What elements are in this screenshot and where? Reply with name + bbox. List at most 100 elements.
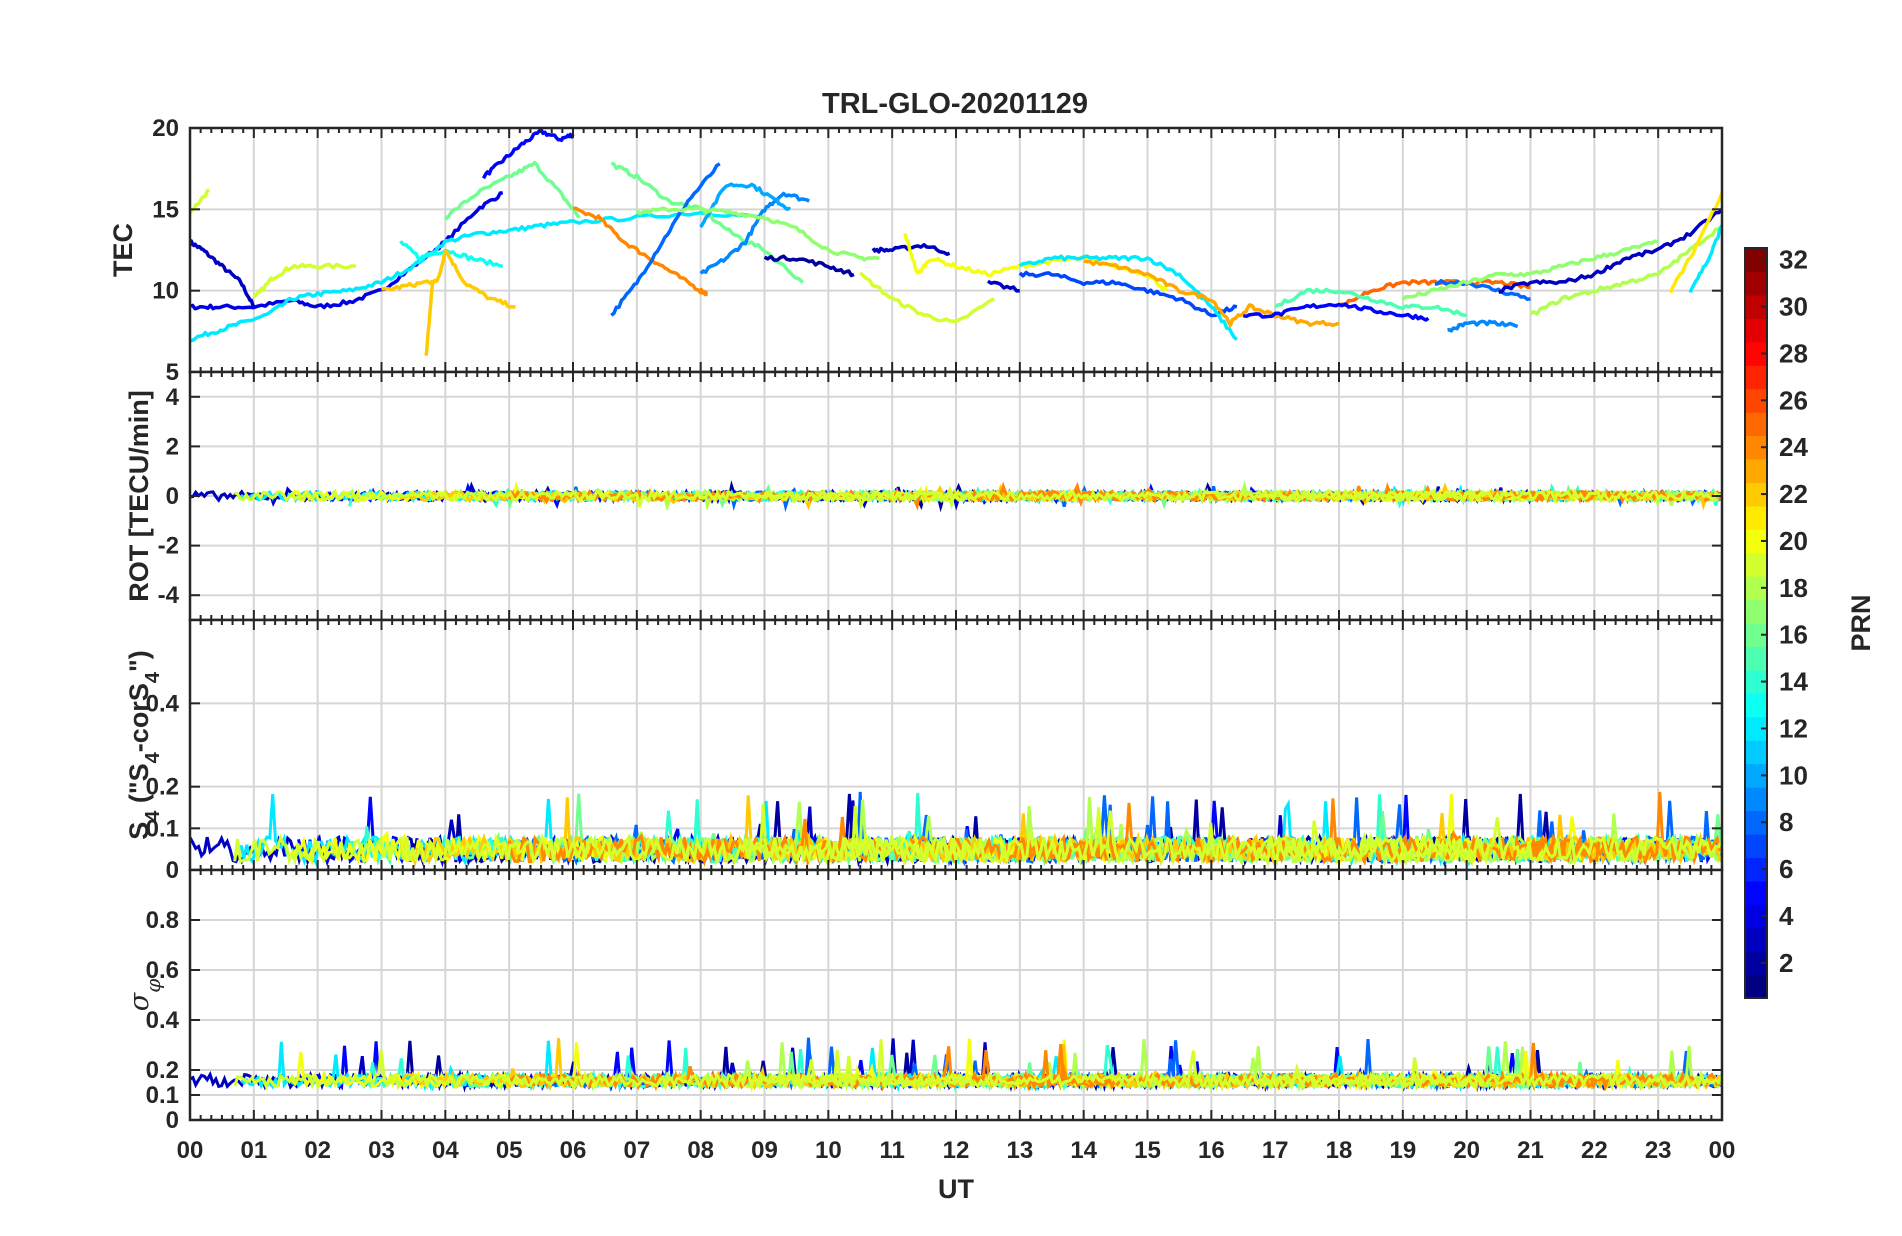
tick-label-x: 00 xyxy=(177,1137,204,1164)
tick-label-y: 0.1 xyxy=(146,1082,179,1109)
series-prn-8 xyxy=(1434,278,1531,302)
colorbar-tick-label: 8 xyxy=(1779,807,1793,837)
colorbar-swatch xyxy=(1745,623,1767,648)
tick-label-x: 20 xyxy=(1453,1137,1480,1164)
tick-label-x: 05 xyxy=(496,1137,523,1164)
colorbar-tick-label: 2 xyxy=(1779,948,1793,978)
panel-rot: -4 -2 0 2 4 ROT [TECU/min] xyxy=(124,370,1724,622)
colorbar-swatch xyxy=(1745,412,1767,437)
colorbar-swatch xyxy=(1745,365,1767,390)
band-prn-19 xyxy=(1254,817,1722,868)
tick-label-y: 2 xyxy=(166,433,179,460)
y-axis-label-s4: S4 ("S4-corS4") xyxy=(124,650,164,840)
colorbar-swatch xyxy=(1745,669,1767,694)
colorbar-swatch xyxy=(1745,810,1767,835)
colorbar-tick-label: 30 xyxy=(1779,292,1808,322)
colorbar-frame xyxy=(1744,247,1768,999)
data-tec xyxy=(190,128,1722,356)
band-prn-19 xyxy=(1254,1068,1722,1092)
tick-label-x: 21 xyxy=(1517,1137,1544,1164)
tick-label-y: 10 xyxy=(152,278,179,305)
tick-label-y: 15 xyxy=(152,196,179,223)
series-prn-17 xyxy=(1401,239,1659,301)
band-prn-19 xyxy=(745,1049,1484,1092)
y-axis-label-sigma: σφ xyxy=(124,979,165,1011)
colorbar-tick-label: 14 xyxy=(1779,667,1808,697)
series-prn-10 xyxy=(699,182,791,229)
colorbar-tick-label: 12 xyxy=(1779,713,1808,743)
series-prn-24 xyxy=(572,206,709,297)
colorbar-swatch xyxy=(1745,880,1767,905)
axis-ticks xyxy=(189,372,1723,620)
series-prn-5 xyxy=(482,128,575,180)
colorbar-swatch xyxy=(1745,318,1767,343)
tick-label-x: 22 xyxy=(1581,1137,1608,1164)
tick-label-y: 0 xyxy=(166,1107,179,1134)
series-prn-9 xyxy=(699,191,811,275)
colorbar-swatch xyxy=(1745,248,1767,273)
series-prn-17 xyxy=(635,206,880,262)
series-prn-12 xyxy=(1018,254,1238,341)
tick-label-y: -2 xyxy=(158,533,179,560)
tick-label-y: 5 xyxy=(166,359,179,386)
panel-sigma: 00.10.2 0.4 0.6 0.8 σφ xyxy=(124,868,1724,1134)
tick-label-x: 16 xyxy=(1198,1137,1225,1164)
colorbar-tick-label: 18 xyxy=(1779,573,1808,603)
tick-label-x: 23 xyxy=(1645,1137,1672,1164)
colorbar-swatch xyxy=(1745,458,1767,483)
series-prn-16 xyxy=(444,160,581,221)
tick-label-y: 0.4 xyxy=(146,690,180,717)
tick-label-x: 04 xyxy=(432,1137,459,1164)
colorbar-tick-label: 24 xyxy=(1779,432,1808,462)
tick-label-x: 03 xyxy=(368,1137,395,1164)
series-prn-25 xyxy=(1337,278,1531,308)
chart-title: TRL-GLO-20201129 xyxy=(822,88,1088,120)
series-prn-4 xyxy=(190,191,503,311)
colorbar-tick-label: 28 xyxy=(1779,338,1808,368)
tick-label-x: 01 xyxy=(240,1137,267,1164)
colorbar-swatch xyxy=(1745,904,1767,929)
tick-label-x: 11 xyxy=(879,1137,904,1164)
band-prn-19 xyxy=(744,488,1485,504)
colorbar-tick-label: 26 xyxy=(1779,385,1808,415)
series-prn-18 xyxy=(1529,224,1722,316)
tick-label-y: 4 xyxy=(166,384,180,411)
colorbar-swatch xyxy=(1745,482,1767,507)
tick-label-x: 19 xyxy=(1389,1137,1416,1164)
colorbar-swatch xyxy=(1745,599,1767,624)
series-prn-22 xyxy=(424,249,516,356)
tick-label-y: 0.1 xyxy=(146,815,179,842)
tick-label-x: 09 xyxy=(751,1137,778,1164)
series-prn-3 xyxy=(986,279,1020,293)
colorbar-swatch xyxy=(1745,787,1767,812)
colorbar-swatch xyxy=(1745,552,1767,577)
colorbar-swatch xyxy=(1745,951,1767,976)
tick-label-x: 14 xyxy=(1070,1137,1097,1164)
tick-label-x: 02 xyxy=(304,1137,331,1164)
x-axis: 00 01 02 03 04 05 06 07 08 09 10 11 12 13 14 15 16 17 18 19… xyxy=(177,1137,1736,1164)
band-prn-24 xyxy=(1529,791,1722,867)
colorbar-swatch xyxy=(1745,740,1767,765)
colorbar-swatch xyxy=(1745,529,1767,554)
colorbar-swatch xyxy=(1745,505,1767,530)
series-prn-15 xyxy=(1274,287,1467,317)
y-axis-label-tec: TEC xyxy=(108,223,138,277)
series-prn-7 xyxy=(1018,270,1238,318)
series-prn-19 xyxy=(859,271,995,324)
colorbar-swatch xyxy=(1745,271,1767,296)
data-s4 xyxy=(190,791,1722,868)
data-sigma xyxy=(190,1037,1722,1093)
colorbar-swatch xyxy=(1745,693,1767,718)
colorbar-tick-label: 32 xyxy=(1779,245,1808,275)
band-prn-19 xyxy=(233,803,974,867)
series-prn-9 xyxy=(1447,319,1519,333)
tick-label-x: 17 xyxy=(1262,1137,1289,1164)
colorbar-swatch xyxy=(1745,341,1767,366)
colorbar-swatch xyxy=(1745,716,1767,741)
colorbar-swatch xyxy=(1745,576,1767,601)
colorbar-label: PRN xyxy=(1846,594,1876,651)
colorbar-tick-label: 20 xyxy=(1779,526,1808,556)
